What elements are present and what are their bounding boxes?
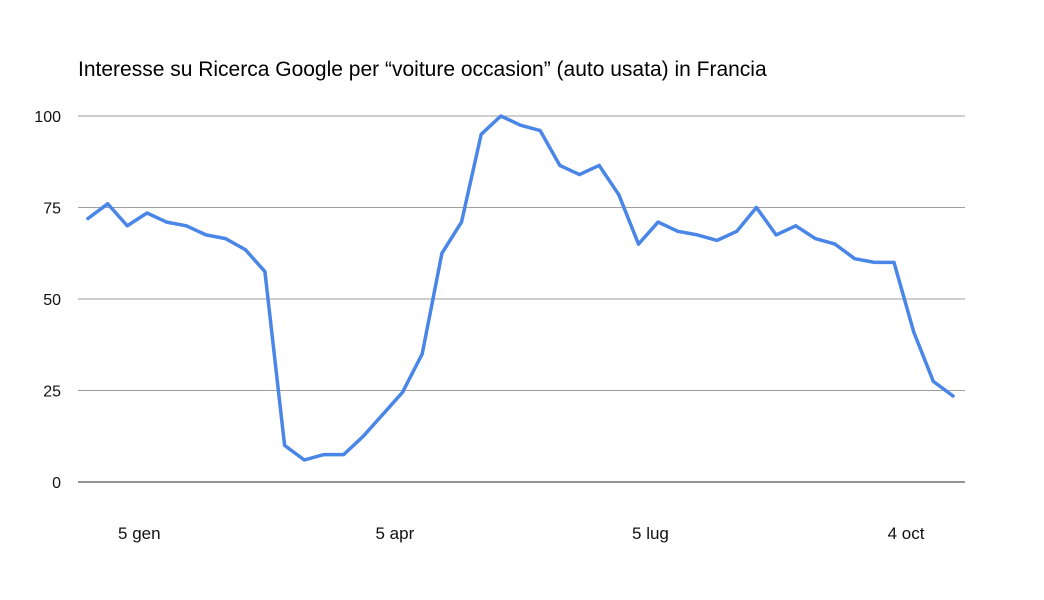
- data-point: [636, 242, 641, 246]
- x-tick-label-5-lug: 5 lug: [632, 524, 669, 543]
- chart-title: Interesse su Ricerca Google per “voiture…: [78, 58, 767, 81]
- data-point: [695, 233, 700, 237]
- series-layer: [86, 114, 955, 462]
- data-point: [322, 453, 326, 457]
- y-axis-tick-labels: 0 25 50 75 100: [34, 109, 61, 492]
- x-tick-label-5-gen: 5 gen: [118, 524, 161, 543]
- y-tick-label-0: 0: [52, 475, 61, 492]
- data-point: [263, 270, 267, 274]
- data-point: [794, 224, 798, 228]
- x-tick-label-4-oct: 4 oct: [888, 524, 925, 543]
- data-point: [440, 251, 444, 255]
- data-point: [499, 114, 503, 118]
- data-point: [145, 211, 149, 215]
- data-point: [912, 330, 916, 334]
- data-point: [715, 238, 719, 242]
- data-point: [204, 233, 208, 237]
- series-line-0: [86, 114, 955, 462]
- data-point: [597, 163, 601, 167]
- data-point: [243, 248, 247, 252]
- x-tick-label-5-apr: 5 apr: [376, 524, 415, 543]
- data-point: [774, 233, 778, 237]
- data-point: [538, 129, 542, 133]
- data-point: [459, 220, 464, 224]
- data-point: [656, 220, 660, 224]
- data-point: [951, 394, 955, 398]
- y-tick-label-75: 75: [43, 201, 61, 218]
- y-tick-label-100: 100: [34, 109, 61, 126]
- data-point: [577, 173, 582, 177]
- data-point: [420, 352, 424, 356]
- y-tick-label-50: 50: [43, 292, 61, 309]
- data-point: [813, 237, 818, 241]
- data-point: [342, 453, 346, 457]
- data-point: [224, 237, 228, 241]
- data-point: [931, 379, 935, 383]
- x-axis-tick-labels: 5 gen 5 apr 5 lug 4 oct: [118, 524, 925, 543]
- data-point: [617, 193, 621, 197]
- y-tick-label-25: 25: [43, 384, 61, 401]
- data-point: [518, 123, 523, 127]
- data-point: [892, 260, 896, 264]
- data-point: [361, 434, 365, 438]
- data-point: [479, 132, 483, 136]
- data-point: [833, 242, 837, 246]
- data-point: [106, 202, 110, 206]
- data-point: [283, 443, 287, 447]
- data-point: [86, 216, 90, 221]
- data-point: [735, 229, 739, 233]
- data-point: [872, 260, 877, 264]
- data-point: [558, 163, 562, 167]
- data-point: [125, 224, 129, 228]
- data-point: [676, 229, 680, 233]
- data-point: [381, 412, 385, 416]
- data-point: [184, 224, 188, 228]
- data-point: [400, 390, 405, 394]
- data-point: [165, 220, 169, 224]
- data-point: [302, 458, 306, 462]
- gridlines: [78, 115, 965, 483]
- data-point: [853, 257, 857, 261]
- data-point: [754, 205, 759, 210]
